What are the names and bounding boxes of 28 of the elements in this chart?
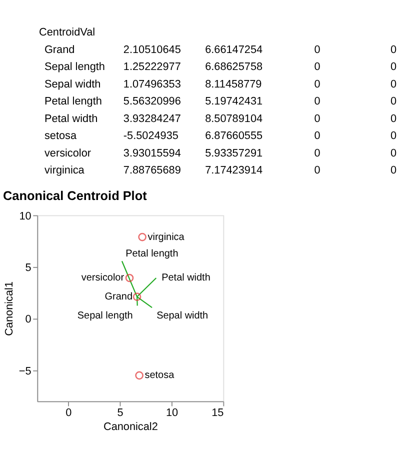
text: versicolor 3.93015594 5.93357291 0 0	[44, 147, 397, 160]
annotation: setosa	[144, 370, 175, 382]
y-tick-label: −5	[18, 365, 32, 378]
text: Sepal length 1.25222977 6.68625758 0 0	[44, 61, 397, 74]
x-tick-label: 5	[117, 407, 124, 420]
annotation: Petal width	[162, 272, 210, 284]
text: CentroidVal	[39, 26, 96, 39]
x-tick-label: 10	[166, 407, 178, 420]
text: Petal length 5.56320996 5.19742431 0 0	[44, 96, 397, 108]
y-tick-label: 5	[25, 262, 32, 274]
annotation: Grand	[104, 292, 133, 303]
annotation: Petal length	[126, 248, 178, 260]
text: Petal width 3.93284247 8.50789104 0 0	[44, 112, 397, 125]
x-tick-label: 15	[212, 407, 224, 420]
annotation: Sepal width	[156, 310, 208, 322]
chart-title: Canonical Centroid Plot	[3, 188, 148, 203]
y-axis-title: Canonical1	[4, 282, 16, 336]
text: setosa -5.5024935 6.87660555 0 0	[44, 130, 397, 142]
x-axis-title: Canonical2	[103, 420, 158, 433]
annotation: versicolor	[81, 272, 125, 284]
y-tick-label: 0	[25, 314, 32, 326]
text: Grand 2.10510645 6.66147254 0 0	[44, 44, 397, 56]
annotation: Sepal length	[77, 310, 133, 322]
text: virginica 7.88765689 7.17423914 0 0	[44, 164, 397, 177]
y-tick-label: 10	[19, 210, 32, 222]
annotation: virginica	[148, 232, 185, 243]
text: Sepal width 1.07496353 8.11458779 0 0	[44, 78, 397, 90]
x-tick-label: 0	[66, 407, 72, 420]
